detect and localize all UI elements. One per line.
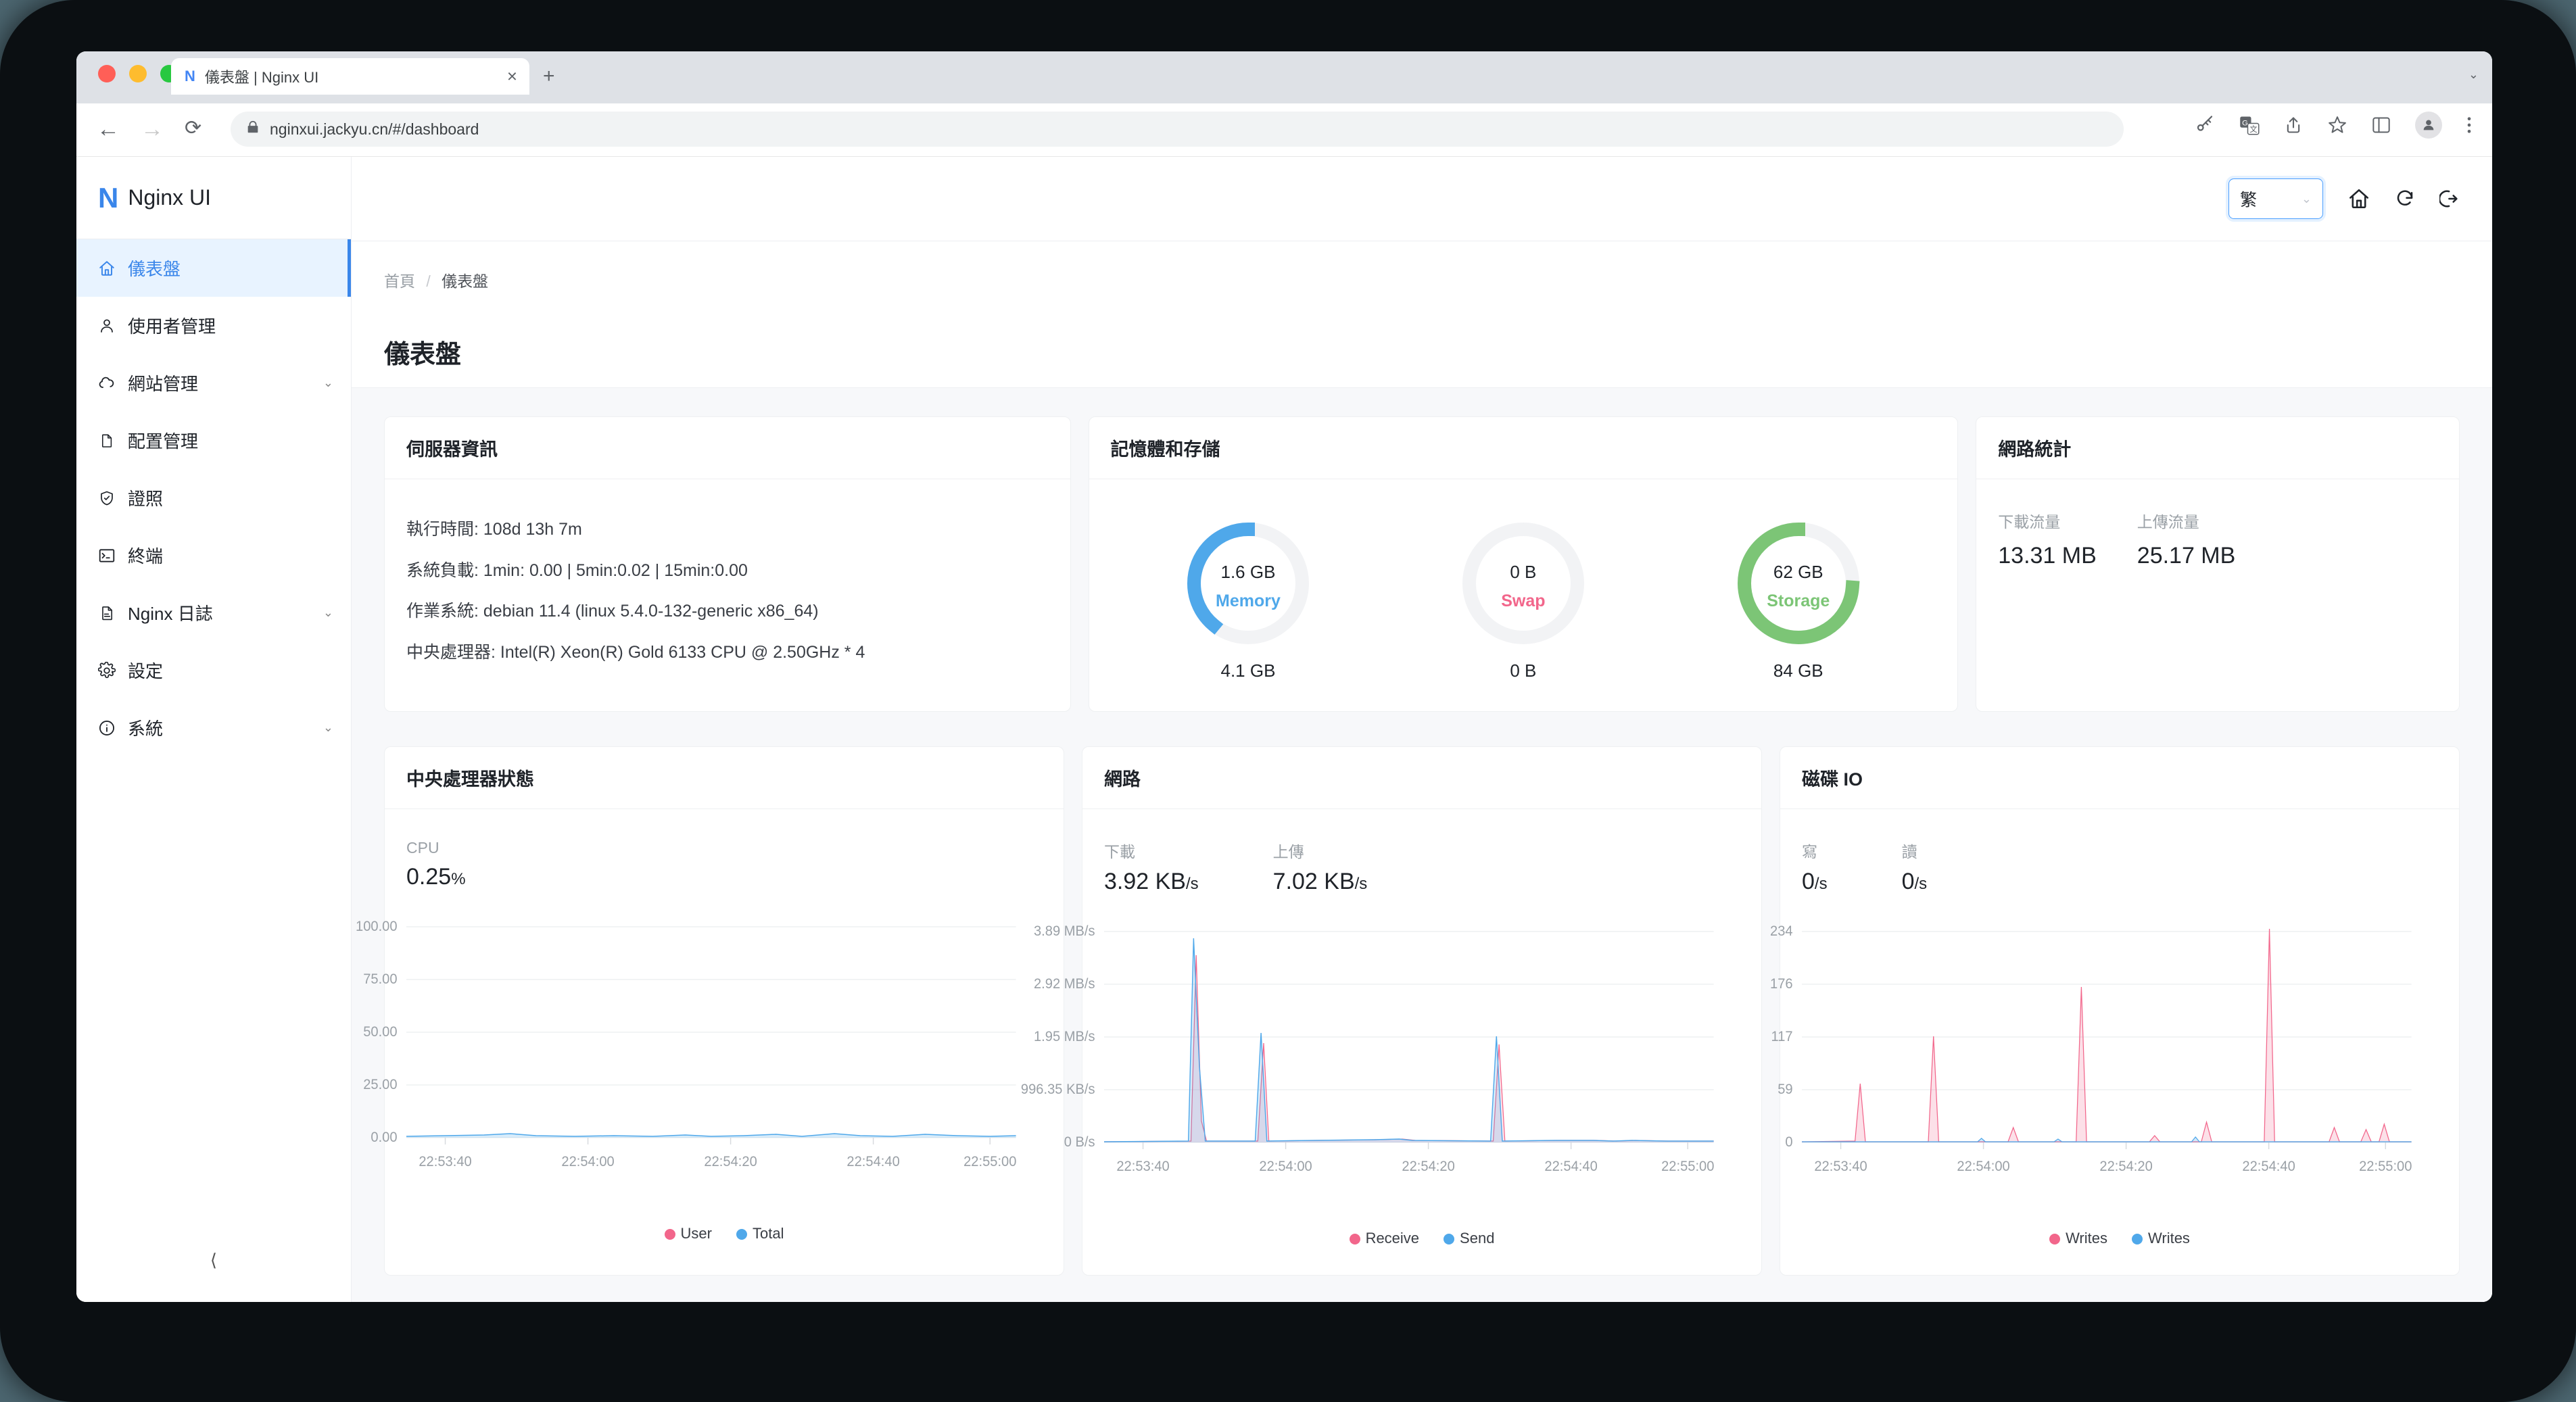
- svg-text:22:54:40: 22:54:40: [1544, 1159, 1597, 1174]
- svg-text:22:54:40: 22:54:40: [2242, 1159, 2295, 1174]
- svg-text:G: G: [2242, 120, 2248, 128]
- svg-text:0.00: 0.00: [371, 1130, 397, 1145]
- svg-text:0 B/s: 0 B/s: [1064, 1134, 1095, 1150]
- svg-text:117: 117: [1771, 1029, 1792, 1044]
- svg-text:22:55:00: 22:55:00: [963, 1154, 1016, 1169]
- svg-text:176: 176: [1770, 976, 1793, 992]
- svg-text:22:54:20: 22:54:20: [1402, 1159, 1454, 1174]
- svg-text:1.95 MB/s: 1.95 MB/s: [1034, 1029, 1095, 1044]
- svg-text:75.00: 75.00: [363, 971, 397, 987]
- svg-text:3.89 MB/s: 3.89 MB/s: [1034, 923, 1095, 939]
- svg-text:100.00: 100.00: [356, 919, 398, 934]
- svg-text:22:53:40: 22:53:40: [419, 1154, 471, 1169]
- svg-text:59: 59: [1778, 1082, 1792, 1097]
- svg-text:22:55:00: 22:55:00: [1661, 1159, 1714, 1174]
- svg-text:22:54:00: 22:54:00: [561, 1154, 614, 1169]
- svg-text:22:55:00: 22:55:00: [2359, 1159, 2412, 1174]
- svg-text:996.35 KB/s: 996.35 KB/s: [1021, 1082, 1095, 1097]
- svg-text:22:53:40: 22:53:40: [1116, 1159, 1169, 1174]
- svg-text:25.00: 25.00: [363, 1077, 397, 1092]
- svg-text:234: 234: [1770, 923, 1793, 939]
- svg-text:22:54:20: 22:54:20: [2099, 1159, 2152, 1174]
- svg-text:22:54:00: 22:54:00: [1259, 1159, 1312, 1174]
- svg-text:22:54:40: 22:54:40: [846, 1154, 899, 1169]
- svg-text:50.00: 50.00: [363, 1024, 397, 1040]
- svg-text:22:54:00: 22:54:00: [1957, 1159, 2009, 1174]
- svg-text:文: 文: [2249, 124, 2257, 134]
- svg-text:22:54:20: 22:54:20: [704, 1154, 757, 1169]
- svg-text:0: 0: [1785, 1134, 1792, 1150]
- svg-text:2.92 MB/s: 2.92 MB/s: [1034, 976, 1095, 992]
- svg-text:22:53:40: 22:53:40: [1814, 1159, 1867, 1174]
